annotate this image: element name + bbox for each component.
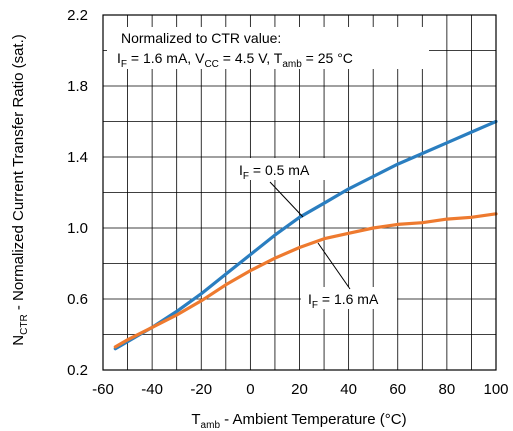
series-label-1: IF = 0.5 mA	[239, 162, 310, 182]
y-tick-label: 0.2	[67, 362, 88, 379]
y-tick-labels: 0.2 0.6 1.0 1.4 1.8 2.2	[67, 7, 88, 379]
label-background	[301, 287, 397, 309]
x-tick-label: 80	[439, 381, 456, 398]
series-group	[113, 119, 498, 351]
leader-line-1	[269, 181, 304, 218]
x-tick-label: 40	[340, 381, 357, 398]
x-tick-label: -20	[190, 381, 212, 398]
y-tick-label: 1.4	[67, 149, 88, 166]
y-axis-title: NCTR - Normalized Current Transfer Ratio…	[10, 34, 30, 345]
y-tick-label: 2.2	[67, 7, 88, 24]
y-tick-label: 1.8	[67, 78, 88, 95]
annotation: Normalized to CTR value: IF = 1.6 mA, VCC…	[117, 30, 353, 70]
x-tick-labels: -60 -40 -20 0 20 40 60 80 100	[92, 381, 508, 398]
x-tick-label: 100	[483, 381, 508, 398]
x-tick-label: 0	[246, 381, 254, 398]
series-labels: IF = 0.5 mA IF = 1.6 mA	[232, 158, 397, 311]
x-tick-label: -40	[141, 381, 163, 398]
series-line-2	[113, 212, 498, 349]
leader-line-2	[317, 242, 351, 290]
annotation-line-2: IF = 1.6 mA, VCC = 4.5 V, Tamb = 25 °C	[117, 50, 353, 70]
series-label-2: IF = 1.6 mA	[308, 291, 379, 311]
plot-frame	[102, 14, 497, 371]
x-tick-label: -60	[92, 381, 114, 398]
axis-titles: Tamb - Ambient Temperature (°C) NCTR - No…	[10, 34, 407, 431]
x-axis-title: Tamb - Ambient Temperature (°C)	[191, 411, 406, 431]
y-tick-label: 0.6	[67, 291, 88, 308]
label-background	[232, 158, 328, 180]
annotation-line-1: Normalized to CTR value:	[121, 30, 281, 46]
x-tick-label: 60	[389, 381, 406, 398]
annotation-background	[107, 27, 429, 69]
x-tick-label: 20	[291, 381, 308, 398]
series-line-1	[113, 119, 498, 351]
y-tick-label: 1.0	[67, 220, 88, 237]
